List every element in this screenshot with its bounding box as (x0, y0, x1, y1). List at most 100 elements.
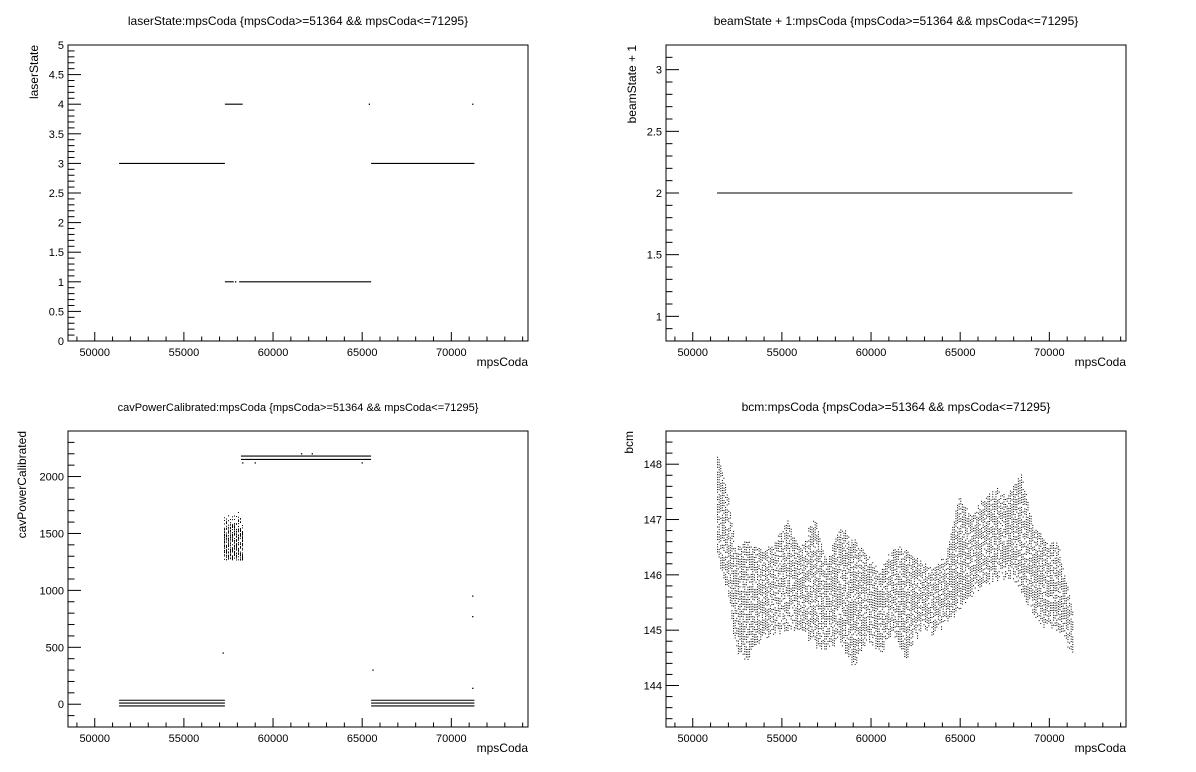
data-point (827, 630, 829, 632)
data-point (825, 633, 827, 635)
data-point (869, 556, 871, 558)
data-point (737, 633, 739, 635)
data-point (721, 562, 723, 564)
data-point (795, 600, 797, 602)
data-point (893, 569, 895, 571)
data-point (784, 627, 786, 629)
data-point (912, 598, 914, 600)
data-point (763, 604, 765, 606)
data-point (928, 568, 930, 570)
data-point (937, 596, 939, 598)
data-point (837, 539, 839, 541)
data-point (739, 596, 741, 598)
data-point (838, 596, 840, 598)
data-point (819, 608, 821, 610)
data-point (937, 616, 939, 618)
data-point (813, 630, 815, 632)
data-point (752, 640, 754, 642)
data-point (838, 546, 840, 548)
data-point (859, 557, 861, 559)
data-point (736, 580, 738, 582)
data-point (749, 628, 751, 630)
data-point (758, 575, 760, 577)
data-point (945, 598, 947, 600)
data-point (230, 552, 232, 554)
data-point (873, 577, 875, 579)
data-point (813, 540, 815, 542)
data-point (923, 569, 925, 571)
data-point (720, 505, 722, 507)
data-point (739, 576, 741, 578)
data-point (918, 616, 920, 618)
data-point (824, 586, 826, 588)
data-point (747, 616, 749, 618)
data-point (739, 561, 741, 563)
data-point (789, 528, 791, 530)
data-point (761, 612, 763, 614)
data-point (881, 651, 883, 653)
data-point (835, 573, 837, 575)
data-point (857, 617, 859, 619)
data-point (899, 581, 901, 583)
data-point (761, 592, 763, 594)
data-point (806, 613, 808, 615)
data-point (897, 581, 899, 583)
data-point (909, 616, 911, 618)
data-point (765, 583, 767, 585)
data-point (795, 575, 797, 577)
data-point (717, 461, 719, 463)
data-point (934, 579, 936, 581)
data-point (720, 500, 722, 502)
data-point (893, 624, 895, 626)
data-point (787, 537, 789, 539)
data-point (803, 604, 805, 606)
data-point (753, 556, 755, 558)
data-point (846, 542, 848, 544)
data-point (803, 594, 805, 596)
data-point (867, 608, 869, 610)
data-point (731, 563, 733, 565)
data-point (737, 645, 739, 647)
data-point (851, 636, 853, 638)
data-point (755, 566, 757, 568)
data-point (752, 581, 754, 583)
data-point (941, 603, 943, 605)
data-point (763, 555, 765, 557)
data-point (805, 610, 807, 612)
data-point (747, 599, 749, 601)
data-point (750, 623, 752, 625)
data-point (829, 638, 831, 640)
data-point (885, 603, 887, 605)
data-point (843, 607, 845, 609)
data-point (785, 607, 787, 609)
data-point (873, 604, 875, 606)
data-point (749, 593, 751, 595)
y-tick-label: 147 (644, 515, 662, 527)
data-point (240, 521, 242, 523)
data-point (771, 561, 773, 563)
data-point (813, 553, 815, 555)
data-point (755, 546, 757, 548)
data-point (947, 573, 949, 575)
data-point (901, 625, 903, 627)
data-point (816, 560, 818, 562)
data-point (830, 611, 832, 613)
data-point (774, 557, 776, 559)
data-point (848, 588, 850, 590)
data-point (752, 626, 754, 628)
data-point (833, 558, 835, 560)
data-point (720, 482, 722, 484)
data-point (745, 634, 747, 636)
data-point (904, 576, 906, 578)
data-point (841, 627, 843, 629)
data-point (949, 596, 951, 598)
data-point (803, 579, 805, 581)
data-point (240, 554, 242, 556)
data-point (909, 564, 911, 566)
data-point (752, 563, 754, 565)
data-point (240, 555, 242, 557)
data-point (907, 581, 909, 583)
data-point (758, 632, 760, 634)
data-point (891, 552, 893, 554)
data-point (864, 592, 866, 594)
